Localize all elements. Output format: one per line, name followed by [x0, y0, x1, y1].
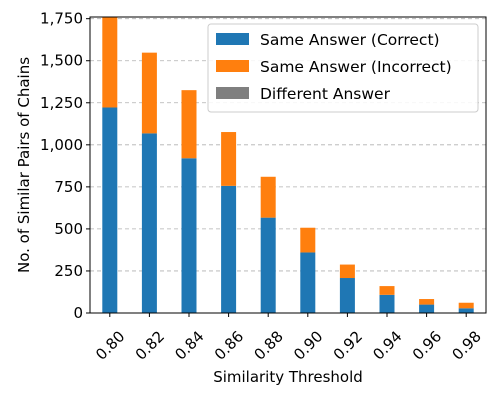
y-tick-label: 1,000: [40, 136, 83, 154]
plot-frame: [89, 16, 487, 314]
bars: [102, 16, 474, 314]
x-axis-label: Similarity Threshold: [213, 368, 363, 386]
legend: Same Answer (Correct) Same Answer (Incorr…: [207, 23, 479, 113]
y-tick-label: 1,750: [40, 10, 83, 28]
y-tick-label: 1,250: [40, 94, 83, 112]
legend-swatch: [216, 60, 249, 72]
x-tick-label: 0.90: [290, 327, 326, 363]
x-tick-label: 0.92: [330, 327, 366, 363]
x-tick-label: 0.96: [409, 327, 445, 363]
bar-segment: [102, 107, 118, 314]
bar-segment: [339, 278, 355, 313]
bar-segment: [141, 52, 157, 134]
x-tick-label: 0.98: [448, 327, 484, 363]
bar-segment: [181, 158, 197, 313]
x-tick-label: 0.82: [132, 327, 168, 363]
bar-segment: [102, 16, 118, 108]
x-tick-label: 0.94: [369, 327, 405, 363]
x-tick-label: 0.88: [250, 327, 286, 363]
legend-label: Same Answer (Incorrect): [260, 58, 452, 76]
bar-segment: [458, 308, 474, 313]
y-tick-label: 0: [73, 304, 83, 322]
bar-segment: [260, 176, 276, 218]
legend-swatch: [216, 87, 249, 99]
bar-segment: [260, 217, 276, 313]
bar-segment: [339, 264, 355, 279]
y-tick-label: 1,500: [40, 52, 83, 70]
legend-label: Different Answer: [260, 85, 391, 103]
y-tick-label: 750: [54, 178, 83, 196]
y-ticks: 0 250 500 750 1,000 1,250 1,500 1,750: [40, 10, 90, 322]
y-tick-label: 500: [54, 220, 83, 238]
bar-segment: [221, 185, 237, 313]
bar-segment: [419, 304, 435, 313]
x-ticks: 0.80 0.82 0.84 0.86 0.88 0.90 0.92 0.94 0.96 0.98: [92, 313, 485, 364]
bar-segment: [181, 90, 197, 159]
bar-segment: [419, 299, 435, 305]
bar-segment: [221, 132, 237, 186]
bar-segment: [141, 133, 157, 313]
legend-box: [207, 23, 479, 113]
bar-segment: [379, 294, 395, 313]
x-tick-label: 0.86: [211, 327, 247, 363]
x-tick-label: 0.84: [171, 327, 207, 363]
bar-segment: [458, 302, 474, 309]
legend-swatch: [216, 33, 249, 45]
legend-label: Same Answer (Correct): [260, 31, 440, 49]
bar-segment: [300, 227, 316, 253]
y-tick-label: 250: [54, 262, 83, 280]
bar-segment: [300, 252, 316, 313]
y-axis-label: No. of Similar Pairs of Chains: [15, 57, 33, 273]
axes: [89, 16, 487, 314]
bar-segment: [379, 286, 395, 295]
x-tick-label: 0.80: [92, 327, 128, 363]
